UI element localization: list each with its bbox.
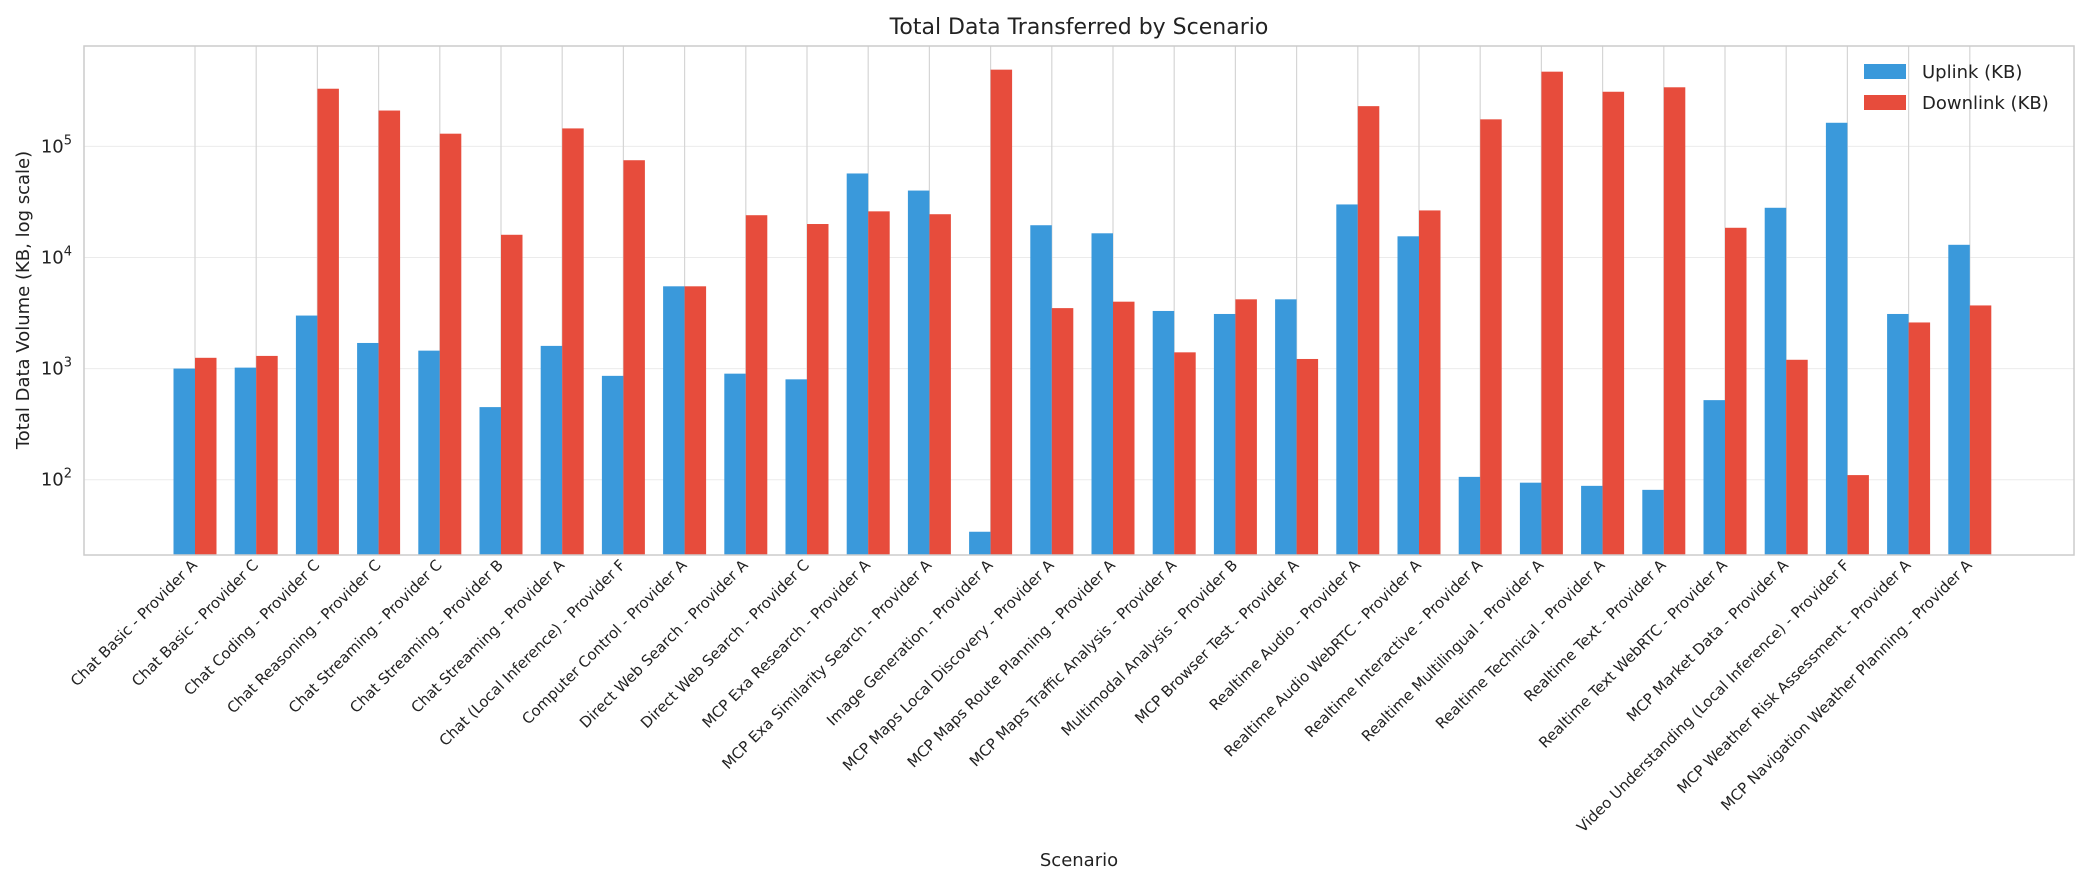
bar-downlink <box>868 211 890 556</box>
bar-uplink <box>601 375 624 555</box>
bar-uplink <box>969 531 991 555</box>
legend-swatch-uplink <box>1864 64 1906 79</box>
bar-downlink <box>1480 119 1502 555</box>
bar-downlink <box>1296 358 1319 555</box>
bar-uplink <box>846 173 869 556</box>
bar-downlink <box>623 160 645 555</box>
bar-uplink <box>357 342 379 555</box>
legend-label-downlink: Downlink (KB) <box>1922 93 2049 114</box>
bar-downlink <box>317 88 339 556</box>
bar-uplink <box>1703 400 1725 555</box>
bar-downlink <box>1908 322 1931 555</box>
bar-uplink <box>785 379 807 555</box>
x-axis-label: Scenario <box>1040 850 1118 871</box>
bar-uplink <box>1887 313 1909 555</box>
bar-uplink <box>1764 207 1787 555</box>
bar-uplink <box>1152 310 1175 555</box>
bar-downlink <box>1847 475 1869 555</box>
bars <box>173 69 1992 556</box>
bar-downlink <box>1602 91 1625 556</box>
bar-uplink <box>1213 313 1236 555</box>
bar-downlink <box>1051 308 1074 555</box>
bar-downlink <box>684 286 707 555</box>
y-tick-label: 102 <box>41 467 72 491</box>
bar-downlink <box>1725 227 1747 556</box>
bar-uplink <box>295 315 318 555</box>
bar-uplink <box>1458 476 1481 555</box>
y-tick-label: 103 <box>41 356 72 380</box>
legend-swatch-downlink <box>1864 95 1906 110</box>
bar-uplink <box>907 190 930 555</box>
bar-downlink <box>990 69 1013 555</box>
bar-downlink <box>1235 299 1257 555</box>
bar-downlink <box>929 214 951 556</box>
bar-uplink <box>1091 233 1113 555</box>
bar-uplink <box>1948 244 1970 555</box>
legend: Uplink (KB) Downlink (KB) <box>1864 62 2049 114</box>
bar-downlink <box>1113 301 1135 555</box>
bar-uplink <box>1519 482 1542 555</box>
bar-downlink <box>1663 87 1686 555</box>
bar-downlink <box>378 110 401 556</box>
chart-title: Total Data Transferred by Scenario <box>889 15 1269 40</box>
bar-downlink <box>439 133 462 556</box>
bar-downlink <box>745 215 768 555</box>
bar-downlink <box>1969 305 1992 555</box>
bar-downlink <box>1357 106 1380 555</box>
bar-uplink <box>1581 485 1603 555</box>
bar-uplink <box>418 350 440 555</box>
y-tick-label: 105 <box>41 133 72 157</box>
bar-downlink <box>807 224 829 555</box>
bar-downlink <box>1174 352 1196 555</box>
legend-label-uplink: Uplink (KB) <box>1922 62 2022 83</box>
bar-downlink <box>1419 210 1441 555</box>
y-tick-labels: 102 103 104 105 <box>41 133 72 490</box>
bar-uplink <box>1397 236 1419 556</box>
bar-downlink <box>195 357 217 555</box>
bar-uplink <box>1275 299 1297 555</box>
bar-downlink <box>562 128 584 555</box>
bar-uplink <box>663 286 685 555</box>
bar-uplink <box>234 367 257 555</box>
bar-downlink <box>1786 359 1808 555</box>
bar-uplink <box>1030 225 1052 555</box>
bar-downlink <box>1541 71 1563 556</box>
bar-uplink <box>724 373 746 555</box>
bar-downlink <box>501 234 523 555</box>
bar-downlink <box>256 355 278 555</box>
bar-uplink <box>479 407 501 555</box>
bar-uplink <box>1825 122 1848 555</box>
bar-uplink <box>173 368 195 555</box>
bar-uplink <box>540 345 563 555</box>
plot-frame <box>83 45 2075 556</box>
y-axis-label: Total Data Volume (KB, log scale) <box>13 151 34 450</box>
bar-uplink <box>1642 489 1664 555</box>
bar-uplink <box>1336 204 1358 556</box>
y-tick-label: 104 <box>41 244 72 268</box>
